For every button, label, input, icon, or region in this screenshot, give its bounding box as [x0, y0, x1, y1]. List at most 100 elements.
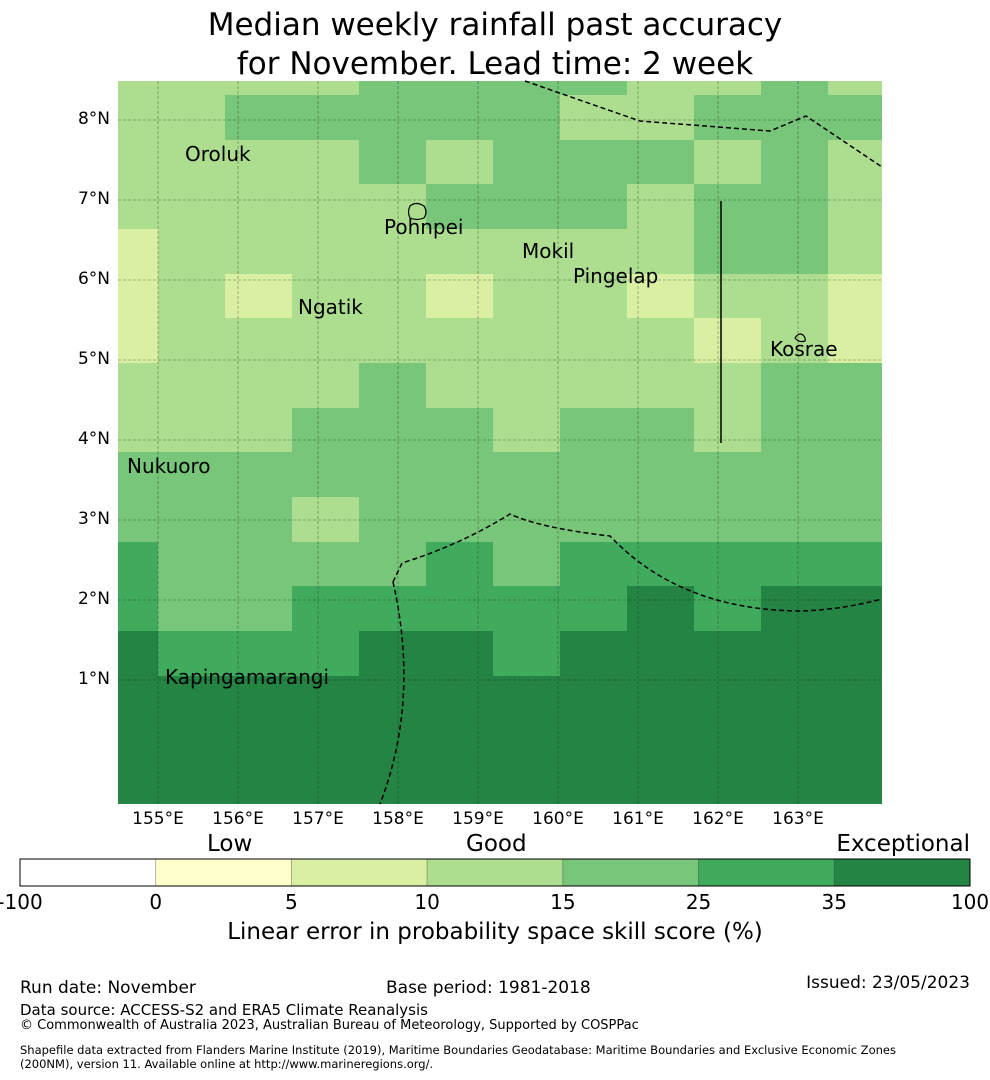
grid-cell: [118, 140, 158, 184]
grid-cell: [118, 229, 158, 274]
grid-cell: [292, 497, 359, 542]
island-label-kosrae: Kosrae: [770, 337, 838, 361]
grid-cell: [292, 140, 359, 184]
grid-cell: [828, 81, 882, 95]
colorbar-segment: [291, 858, 428, 887]
grid-cell: [426, 274, 493, 318]
grid-cell: [828, 184, 882, 229]
lon-tick-label: 160°E: [532, 809, 584, 829]
grid-cell: [118, 542, 158, 586]
grid-cell: [426, 676, 493, 720]
grid-cell: [292, 318, 359, 363]
island-outlines: [407, 202, 806, 343]
grid-cell: [225, 452, 292, 497]
grid-cell: [426, 765, 493, 804]
grid-cell: [292, 720, 359, 765]
grid-cell: [627, 229, 694, 274]
grid-cell: [225, 318, 292, 363]
grid-cell: [158, 720, 225, 765]
grid-cell: [292, 586, 359, 631]
grid-cell: [426, 363, 493, 408]
grid-cell: [158, 274, 225, 318]
run-date: Run date: November: [20, 978, 196, 998]
grid-cell: [426, 184, 493, 229]
grid-cell: [493, 542, 560, 586]
colorbar-tick-label: 35: [821, 890, 848, 914]
grid-cell: [292, 452, 359, 497]
grid-cell: [828, 229, 882, 274]
grid-cell: [426, 408, 493, 452]
grid-cell: [359, 497, 426, 542]
island-label-ngatik: Ngatik: [298, 295, 363, 319]
grid-cell: [292, 274, 359, 318]
grid-cell: [493, 720, 560, 765]
grid-cell: [426, 81, 493, 95]
grid-cell: [118, 408, 158, 452]
grid-cell: [828, 720, 882, 765]
grid-cell: [493, 81, 560, 95]
grid-cell: [426, 631, 493, 676]
grid-cell: [761, 631, 828, 676]
lat-tick-label: 5°N: [77, 349, 110, 369]
grid-cell: [359, 274, 426, 318]
grid-cell: [694, 676, 761, 720]
grid-cell: [560, 676, 627, 720]
grid-cell: [694, 229, 761, 274]
grid-cell: [426, 452, 493, 497]
grid-cell: [560, 765, 627, 804]
grid-cell: [627, 184, 694, 229]
grid-cell: [158, 318, 225, 363]
grid-cell: [694, 363, 761, 408]
grid-cell: [828, 140, 882, 184]
colorbar-tick-label: 25: [685, 890, 712, 914]
data-source: Data source: ACCESS-S2 and ERA5 Climate …: [20, 1001, 428, 1019]
grid-cell: [118, 95, 158, 140]
colorbar-tick-label: 0: [149, 890, 163, 914]
island-label-pohnpei: Pohnpei: [384, 215, 464, 239]
grid-cell: [560, 229, 627, 274]
lon-tick-label: 157°E: [292, 809, 344, 829]
grid-cell: [493, 497, 560, 542]
grid-cell: [426, 497, 493, 542]
grid-cell: [828, 676, 882, 720]
grid-cell: [761, 274, 828, 318]
grid-cell: [225, 631, 292, 676]
grid-cell: [828, 542, 882, 586]
grid-cell: [359, 631, 426, 676]
grid-cell: [359, 81, 426, 95]
grid-cell: [493, 184, 560, 229]
grid-cell: [225, 229, 292, 274]
colorbar-segment: [562, 858, 699, 887]
grid-cell: [359, 318, 426, 363]
grid-cell: [493, 140, 560, 184]
colorbar-segment: [155, 858, 292, 887]
grid-cell: [627, 140, 694, 184]
grid-cell: [292, 81, 359, 95]
grid-cell: [118, 81, 158, 95]
grid-cell: [828, 318, 882, 363]
grid-cell: [627, 95, 694, 140]
grid-cell: [694, 452, 761, 497]
grid-cell: [118, 631, 158, 676]
grid-cell: [560, 452, 627, 497]
grid-cell: [761, 586, 828, 631]
colorbar-segment: [698, 858, 835, 887]
grid-cell: [292, 631, 359, 676]
grid-cell: [225, 720, 292, 765]
grid-cell: [158, 542, 225, 586]
grid-cells: [118, 81, 882, 804]
grid-cell: [694, 81, 761, 95]
grid-cell: [493, 229, 560, 274]
grid-cell: [292, 676, 359, 720]
grid-cell: [493, 363, 560, 408]
grid-cell: [761, 542, 828, 586]
grid-cell: [158, 676, 225, 720]
grid-cell: [426, 542, 493, 586]
base-period: Base period: 1981-2018: [386, 978, 591, 998]
grid-cell: [493, 452, 560, 497]
lat-tick-label: 1°N: [77, 669, 110, 689]
eez-boundary-south: [392, 513, 883, 612]
kosrae-outline: [794, 333, 806, 343]
grid-cell: [694, 586, 761, 631]
grid-cell: [359, 452, 426, 497]
